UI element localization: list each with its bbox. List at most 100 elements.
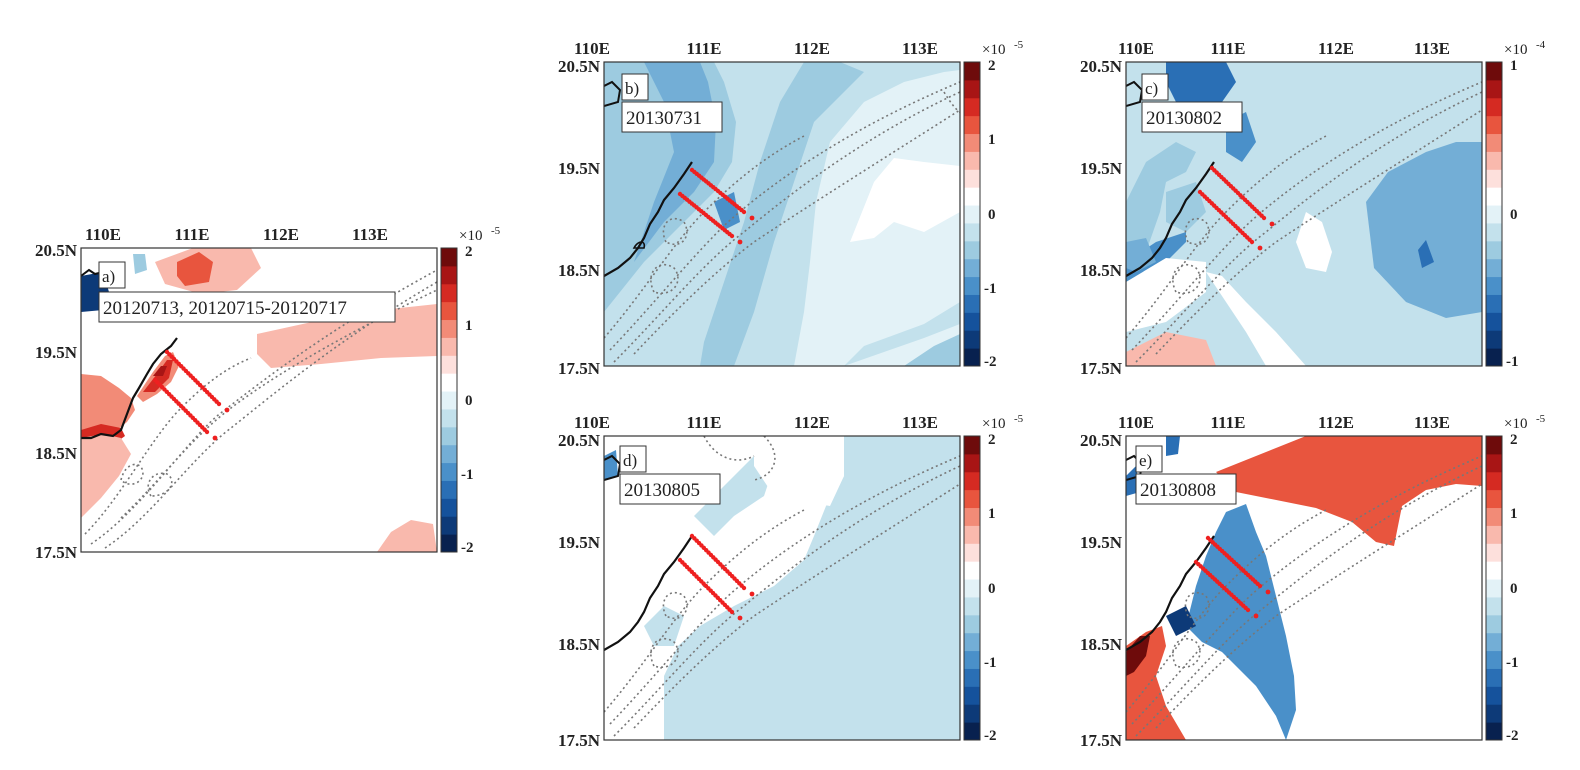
lon-tick: 113E xyxy=(902,39,938,58)
lon-tick: 112E xyxy=(1318,39,1354,58)
colorbar-swatch xyxy=(964,294,980,313)
colorbar-swatch xyxy=(441,498,457,517)
colorbar-swatch xyxy=(1486,348,1502,367)
station-marker xyxy=(212,435,218,441)
colorbar-tick: -1 xyxy=(461,467,474,483)
date-label: 20130808 xyxy=(1140,480,1216,501)
colorbar-swatch xyxy=(964,489,980,509)
colorbar-swatch xyxy=(441,426,457,446)
colorbar-swatch xyxy=(1486,704,1502,723)
station-marker xyxy=(749,215,755,221)
colorbar-exponent: -4 xyxy=(1536,39,1546,51)
colorbar-exponent: -5 xyxy=(491,225,501,237)
colorbar-tick: 2 xyxy=(465,244,473,260)
colorbar-tick: 1 xyxy=(988,506,996,522)
colorbar-swatch xyxy=(441,319,457,338)
lon-tick: 111E xyxy=(687,413,722,432)
station-marker xyxy=(1249,239,1255,245)
lon-tick: 112E xyxy=(1318,413,1354,432)
colorbar-frame xyxy=(963,61,981,367)
colorbar-tick: 2 xyxy=(988,58,996,74)
colorbar-tick: -1 xyxy=(1506,655,1519,671)
station-marker xyxy=(1257,245,1263,251)
colorbar-frame xyxy=(440,247,458,553)
lat-tick: 17.5N xyxy=(558,359,601,378)
colorbar-swatch xyxy=(1486,579,1502,598)
colorbar-swatch xyxy=(1486,489,1502,509)
colorbar-tick: -2 xyxy=(984,728,997,744)
station-marker xyxy=(1269,221,1275,227)
colorbar-frame xyxy=(963,435,981,741)
lat-tick: 17.5N xyxy=(558,731,601,750)
colorbar-swatch xyxy=(1486,686,1502,705)
lat-tick: 19.5N xyxy=(35,343,78,362)
colorbar-c: ×10 -4 1 0 -1 xyxy=(1485,39,1546,370)
colorbar-tick: -2 xyxy=(461,540,474,556)
station-transects xyxy=(152,349,230,441)
colorbar-swatch xyxy=(1486,312,1502,331)
station-transects xyxy=(677,167,755,245)
colorbar-swatch xyxy=(441,516,457,535)
panel-letter-box xyxy=(1135,445,1163,473)
lon-tick: 110E xyxy=(1118,413,1154,432)
lon-tick: 110E xyxy=(574,39,610,58)
station-transects xyxy=(677,533,755,621)
date-label: 20130805 xyxy=(624,480,700,501)
colorbar-swatch xyxy=(964,525,980,544)
station-marker xyxy=(1261,215,1267,221)
date-label-box xyxy=(619,473,721,505)
colorbar-tick: 0 xyxy=(988,207,996,223)
colorbar-tick: 0 xyxy=(988,581,996,597)
colorbar-swatch xyxy=(1486,258,1502,278)
colorbar-swatch xyxy=(441,444,457,464)
colorbar-swatch xyxy=(964,561,980,580)
colorbar-multiplier: ×10 xyxy=(459,228,482,244)
colorbar-frame xyxy=(1485,435,1503,741)
colorbar-swatch xyxy=(964,632,980,652)
lat-tick: 18.5N xyxy=(1080,635,1123,654)
colorbar-swatch xyxy=(441,534,457,553)
lon-tick: 110E xyxy=(574,413,610,432)
colorbar-swatch xyxy=(441,248,457,267)
colorbar-exponent: -5 xyxy=(1536,413,1546,425)
station-marker xyxy=(749,591,755,597)
colorbar-tick: 1 xyxy=(1510,506,1518,522)
lat-tick: 17.5N xyxy=(35,543,78,562)
colorbar-swatch xyxy=(1486,62,1502,81)
lon-tick: 111E xyxy=(687,39,722,58)
colorbar-swatch xyxy=(964,187,980,206)
colorbar-swatch xyxy=(441,337,457,356)
colorbar-tick: 1 xyxy=(465,318,473,334)
date-label-box xyxy=(1135,473,1237,505)
colorbar-swatch xyxy=(964,151,980,170)
colorbar-swatch xyxy=(1486,525,1502,544)
colorbar-swatch xyxy=(964,205,980,224)
lat-tick: 19.5N xyxy=(1080,533,1123,552)
colorbar-swatch xyxy=(1486,169,1502,188)
panel-c: c) 20130802 110E 111E 112E 113E 20.5N 19… xyxy=(1080,39,1483,378)
colorbar-swatch xyxy=(964,276,980,295)
colorbar-swatch xyxy=(964,79,980,99)
panel-letter-box xyxy=(1141,73,1169,101)
lon-tick: 112E xyxy=(794,39,830,58)
lat-tick: 19.5N xyxy=(558,159,601,178)
panel-letter: d) xyxy=(623,451,637,470)
station-marker xyxy=(741,209,747,215)
station-marker xyxy=(741,585,747,591)
lon-tick: 111E xyxy=(1211,39,1246,58)
lon-tick: 113E xyxy=(1414,39,1450,58)
station-marker xyxy=(729,233,735,239)
colorbar-tick: 0 xyxy=(1510,581,1518,597)
colorbar-swatch xyxy=(1486,614,1502,634)
colorbar-swatch xyxy=(1486,632,1502,652)
station-marker xyxy=(729,609,735,615)
colorbar-swatch xyxy=(1486,668,1502,687)
lon-tick: 110E xyxy=(1118,39,1154,58)
colorbar-tick: 2 xyxy=(1510,432,1518,448)
colorbar-swatch xyxy=(964,704,980,723)
colorbar-tick: -1 xyxy=(984,281,997,297)
colorbar-swatch xyxy=(964,169,980,188)
colorbar-swatch xyxy=(441,462,457,481)
colorbar-tick: 0 xyxy=(465,393,473,409)
